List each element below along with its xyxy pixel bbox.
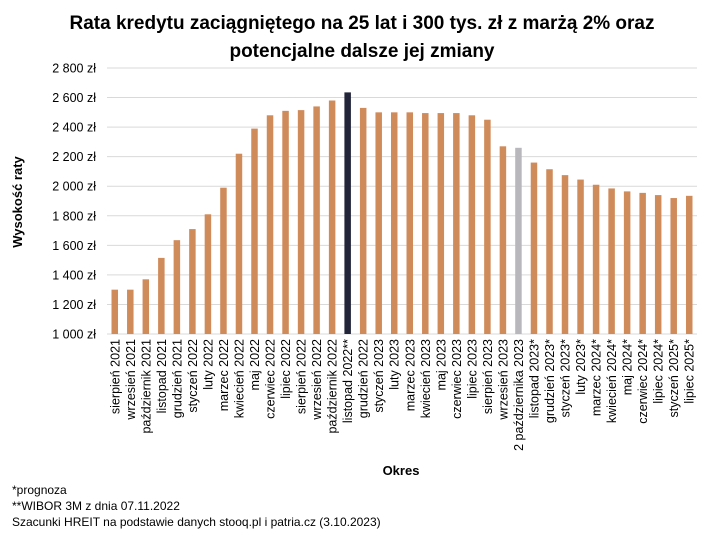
x-tick-label: listopad 2021 bbox=[155, 339, 169, 413]
x-tick-label: czerwiec 2022 bbox=[264, 339, 278, 419]
bar bbox=[344, 92, 351, 334]
x-tick-label: kwiecień 2024* bbox=[605, 339, 619, 423]
bar bbox=[297, 110, 305, 334]
x-tick-label: wrzesień 2023 bbox=[496, 339, 510, 421]
y-tick-label: 2 600 zł bbox=[52, 91, 96, 105]
x-tick-label: lipiec 2025* bbox=[683, 339, 697, 404]
x-tick-label: lipiec 2023 bbox=[465, 339, 479, 399]
bar bbox=[390, 112, 398, 334]
x-tick-label: 2 października 2023 bbox=[512, 339, 526, 451]
x-tick-label: lipiec 2022 bbox=[279, 339, 293, 399]
x-tick-label: luty 2023 bbox=[388, 339, 402, 390]
x-tick-label: listopad 2022** bbox=[341, 339, 355, 423]
x-tick-label: grudzień 2022 bbox=[357, 339, 371, 418]
x-tick-label: maj 2024* bbox=[621, 339, 635, 395]
bar bbox=[204, 214, 212, 334]
x-tick-label: styczeń 2023 bbox=[372, 339, 386, 413]
x-tick-label: sierpień 2021 bbox=[108, 339, 122, 414]
x-tick-label: grudzień 2023* bbox=[543, 339, 557, 423]
bar bbox=[515, 147, 522, 334]
bar bbox=[546, 169, 553, 334]
x-tick-label: luty 2023* bbox=[574, 339, 588, 395]
bar bbox=[530, 162, 538, 334]
x-tick-label: styczeń 2023* bbox=[559, 339, 573, 418]
y-tick-label: 2 200 zł bbox=[52, 150, 96, 164]
bar bbox=[235, 153, 243, 334]
x-tick-label: sierpień 2023 bbox=[481, 339, 495, 414]
bar bbox=[670, 198, 677, 334]
bar bbox=[484, 119, 491, 334]
x-tick-label: październik 2022 bbox=[326, 339, 340, 434]
bar bbox=[406, 112, 414, 334]
x-tick-label: styczeń 2022 bbox=[186, 339, 200, 413]
x-tick-label: czerwiec 2024* bbox=[636, 339, 650, 424]
bar bbox=[422, 113, 429, 334]
x-axis-label: Okres bbox=[383, 463, 420, 478]
bar bbox=[142, 279, 150, 334]
bar bbox=[639, 192, 646, 334]
x-tick-label: marzec 2023 bbox=[403, 339, 417, 411]
bar bbox=[685, 195, 693, 334]
x-tick-label: maj 2023 bbox=[434, 339, 448, 390]
bar bbox=[251, 128, 258, 334]
y-tick-label: 1 800 zł bbox=[52, 209, 96, 223]
x-tick-label: marzec 2024* bbox=[590, 339, 604, 416]
bar bbox=[189, 229, 196, 334]
y-tick-label: 1 000 zł bbox=[52, 328, 96, 342]
y-tick-label: 1 600 zł bbox=[52, 239, 96, 253]
x-tick-label: październik 2021 bbox=[139, 339, 153, 434]
x-tick-label: sierpień 2022 bbox=[295, 339, 309, 414]
bar bbox=[266, 115, 274, 335]
bar bbox=[375, 112, 382, 334]
bar bbox=[623, 191, 631, 334]
bar bbox=[499, 146, 507, 334]
x-tick-label: wrzesień 2021 bbox=[124, 339, 138, 421]
y-tick-label: 2 400 zł bbox=[52, 121, 96, 135]
x-tick-label: lipiec 2024* bbox=[652, 339, 666, 404]
x-tick-label: listopad 2023* bbox=[527, 339, 541, 418]
footnote-forecast: *prognoza bbox=[12, 483, 67, 497]
x-tick-label: maj 2022 bbox=[248, 339, 262, 390]
bar bbox=[328, 100, 336, 334]
x-tick-label: kwiecień 2022 bbox=[232, 339, 246, 418]
footnote-source: Szacunki HREIT na podstawie danych stooq… bbox=[12, 515, 381, 529]
bar bbox=[127, 289, 134, 334]
bar bbox=[313, 106, 320, 334]
bar bbox=[158, 257, 165, 334]
bar bbox=[608, 188, 615, 334]
y-tick-label: 1 400 zł bbox=[52, 268, 96, 282]
bar bbox=[111, 289, 119, 334]
x-tick-label: grudzień 2021 bbox=[170, 339, 184, 418]
chart-title-line-2: potencjalne dalsze jej zmiany bbox=[229, 41, 494, 62]
bar bbox=[453, 113, 460, 334]
bar bbox=[468, 115, 476, 335]
bar bbox=[359, 107, 367, 335]
y-tick-label: 2 800 zł bbox=[52, 62, 96, 76]
x-tick-label: wrzesień 2022 bbox=[310, 339, 324, 421]
x-tick-label: luty 2022 bbox=[201, 339, 215, 390]
x-tick-label: kwiecień 2023 bbox=[419, 339, 433, 418]
x-tick-label: marzec 2022 bbox=[217, 339, 231, 411]
y-tick-label: 2 000 zł bbox=[52, 180, 96, 194]
bar bbox=[561, 175, 569, 334]
bar bbox=[437, 113, 445, 334]
x-tick-label: czerwiec 2023 bbox=[450, 339, 464, 419]
x-tick-label: styczeń 2025* bbox=[667, 339, 681, 418]
bar bbox=[282, 110, 289, 334]
y-tick-label: 1 200 zł bbox=[52, 298, 96, 312]
chart-title-line-1: Rata kredytu zaciągniętego na 25 lat i 3… bbox=[69, 13, 654, 34]
bar bbox=[220, 187, 227, 334]
bar bbox=[577, 179, 584, 334]
bar bbox=[173, 240, 181, 334]
y-axis-label: Wysokość raty bbox=[10, 155, 25, 247]
footnote-wibor: **WIBOR 3M z dnia 07.11.2022 bbox=[12, 499, 180, 513]
bar bbox=[654, 195, 662, 334]
bar bbox=[592, 184, 600, 334]
